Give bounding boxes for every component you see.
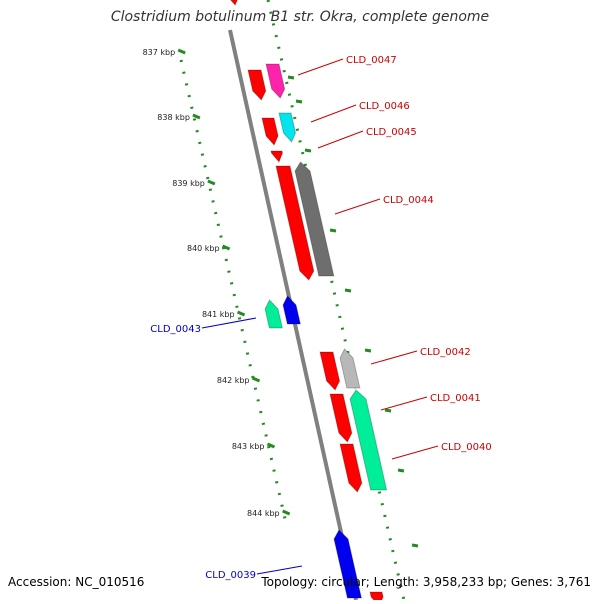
tick-mark — [251, 376, 261, 383]
tick-mark — [222, 244, 231, 251]
gene-CLD_0046-left — [261, 117, 279, 146]
feature-ring-tick — [411, 543, 419, 548]
tick-mark — [282, 509, 291, 516]
gene-label-CLD_0047: CLD_0047 — [346, 55, 397, 66]
gene-label-leader — [380, 396, 428, 411]
tick-label: 837 kbp — [143, 48, 176, 57]
gene-label-leader — [370, 350, 418, 365]
gene-label-CLD_0042: CLD_0042 — [420, 347, 471, 358]
gene-bottom-partial — [369, 591, 384, 604]
gene-label-CLD_0044: CLD_0044 — [383, 195, 434, 206]
gene-label-leader — [391, 445, 439, 460]
gene-label-leader — [297, 58, 344, 76]
gene-label-CLD_0041: CLD_0041 — [430, 393, 481, 404]
feature-ring-tick — [384, 408, 392, 413]
tick-label: 839 kbp — [172, 179, 205, 188]
gene-CLD_0043-left — [264, 299, 283, 329]
gene-top-partial — [229, 0, 238, 6]
accession-text: Accession: NC_010516 — [8, 575, 145, 589]
gene-label-leader — [310, 104, 357, 123]
genome-summary-text: Topology: circular; Length: 3,958,233 bp… — [261, 575, 591, 589]
feature-ring-tick — [295, 99, 303, 104]
gene-CLD_0047-left — [247, 69, 267, 101]
gene-label-leader — [256, 565, 303, 575]
gene-label-CLD_0045: CLD_0045 — [366, 127, 417, 138]
feature-ring-tick — [329, 228, 337, 233]
gene-label-leader — [334, 198, 381, 215]
feature-ring-tick — [344, 288, 352, 293]
gene-CLD_0040 — [339, 443, 363, 493]
gene-CLD_0042-left — [319, 351, 341, 391]
tick-mark — [266, 442, 276, 449]
feature-ring-tick — [287, 75, 295, 80]
tick-label: 841 kbp — [202, 310, 235, 319]
gene-CLD_0041-right — [349, 389, 388, 491]
gene-CLD_0044-left — [275, 165, 315, 281]
gene-CLD_0039 — [333, 529, 363, 599]
map-title: Clostridium botulinum B1 str. Okra, comp… — [110, 9, 490, 25]
tick-mark — [192, 113, 201, 120]
tick-label: 844 kbp — [247, 509, 280, 518]
tick-mark — [207, 179, 216, 186]
gene-label-CLD_0040: CLD_0040 — [441, 442, 492, 453]
gene-CLD_0043-right — [282, 295, 301, 325]
gene-label-CLD_0043: CLD_0043 — [150, 324, 201, 335]
gene-CLD_0041-left — [329, 393, 353, 443]
feature-ring-tick — [364, 348, 372, 353]
gene-CLD_0045 — [270, 150, 283, 163]
feature-ring-tick — [304, 148, 312, 153]
tick-label: 843 kbp — [232, 442, 265, 451]
tick-mark — [177, 48, 186, 55]
gene-label-CLD_0039: CLD_0039 — [205, 570, 256, 581]
tick-label: 842 kbp — [217, 376, 250, 385]
tick-label: 840 kbp — [187, 244, 220, 253]
gene-CLD_0046-right — [278, 112, 297, 143]
gene-label-leader — [201, 317, 257, 329]
gene-CLD_0042-right — [339, 348, 361, 389]
tick-label: 838 kbp — [157, 113, 190, 122]
gene-label-CLD_0046: CLD_0046 — [359, 101, 410, 112]
gene-label-leader — [317, 130, 364, 149]
gene-CLD_0047-right — [265, 63, 286, 99]
tick-mark — [236, 310, 246, 317]
feature-ring-tick — [397, 468, 405, 473]
gene-CLD_0044-right — [294, 161, 335, 277]
